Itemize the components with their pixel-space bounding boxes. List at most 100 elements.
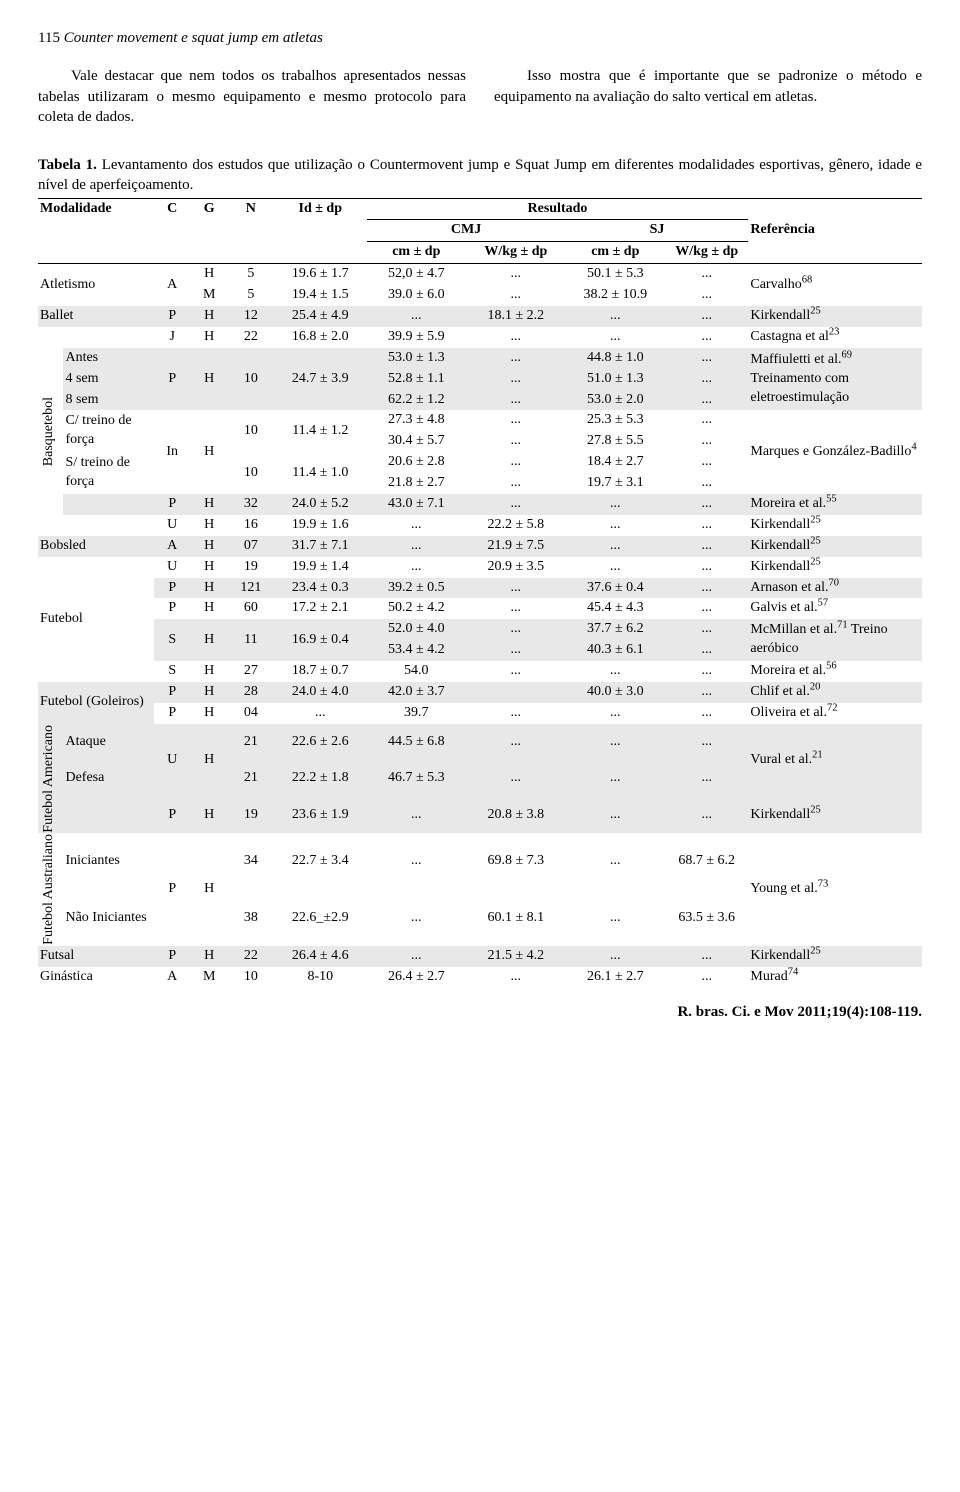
cell: 25.3 ± 5.3 [566,410,666,431]
cell: H [191,410,228,494]
cell: ... [566,494,666,515]
cell: S [154,619,191,661]
cell: 37.7 ± 6.2 [566,619,666,640]
ref-vural: Vural et al.21 [748,724,922,797]
cell: ... [466,619,566,640]
table-caption-text: Levantamento dos estudos que utilização … [38,157,922,193]
cell: U [154,724,191,797]
cell: 42.0 ± 3.7 [367,682,467,703]
cell: 121 [228,578,274,599]
cell: P [154,797,191,834]
cell: 26.4 ± 4.6 [274,946,367,967]
cell: A [154,536,191,557]
cell: 53.0 ± 2.0 [566,390,666,411]
ref-mcmillan: McMillan et al.71 Treino aeróbico [748,619,922,661]
cell: 39.0 ± 6.0 [367,285,467,306]
cell: 21 [228,724,274,761]
cell: 45.4 ± 4.3 [566,598,666,619]
cell: ... [466,452,566,473]
cell: 38 [228,890,274,946]
cell: ... [466,348,566,369]
table-caption: Tabela 1. Levantamento dos estudos que u… [38,155,922,196]
cell: 40.3 ± 6.1 [566,640,666,661]
cell: 60.1 ± 8.1 [466,890,566,946]
cell: 62.2 ± 1.2 [367,390,467,411]
cell: ... [466,703,566,724]
sport-fut-australiano: Futebol Australiano [38,833,63,946]
cell: ... [665,285,748,306]
cell: H [191,348,228,411]
sport-ballet: Ballet [38,306,154,327]
sport-goleiros: Futebol (Goleiros) [38,682,154,724]
cell: 19.9 ± 1.6 [274,515,367,536]
ref-arnason: Arnason et al.70 [748,578,922,599]
cell: 51.0 ± 1.3 [566,369,666,390]
cell: ... [665,661,748,682]
sub-antes: Antes [63,348,153,369]
cell: M [191,285,228,306]
cell: 5 [228,264,274,285]
cell: ... [665,760,748,797]
cell: 22 [228,327,274,348]
table-label: Tabela 1. [38,157,97,173]
cell: H [191,306,228,327]
cell: H [191,557,228,578]
cell: In [154,410,191,494]
th-n: N [228,198,274,220]
cell: M [191,967,228,988]
cell: 18.4 ± 2.7 [566,452,666,473]
cell: ... [466,369,566,390]
cell: P [154,833,191,946]
cell: P [154,703,191,724]
cell: H [191,797,228,834]
cell: ... [665,473,748,494]
cell: ... [367,557,467,578]
cell: 24.7 ± 3.9 [274,348,367,411]
cell: ... [566,833,666,889]
cell: ... [665,264,748,285]
cell: ... [665,619,748,640]
cell: H [191,661,228,682]
running-header: 115 Counter movement e squat jump em atl… [38,28,922,48]
cell: 22.2 ± 5.8 [466,515,566,536]
cell: ... [466,967,566,988]
cell: 18.1 ± 2.2 [466,306,566,327]
cell: 52.8 ± 1.1 [367,369,467,390]
cell: ... [665,578,748,599]
th-wkg: W/kg ± dp [466,242,566,264]
th-c: C [154,198,191,220]
th-modalidade: Modalidade [38,198,154,220]
cell: ... [367,833,467,889]
sub-ataque: Ataque [63,724,153,761]
cell: 22.6_±2.9 [274,890,367,946]
cell: 19.7 ± 3.1 [566,473,666,494]
cell: 22 [228,946,274,967]
sport-bobsled: Bobsled [38,536,154,557]
cell: ... [466,578,566,599]
cell: 21.8 ± 2.7 [367,473,467,494]
cell: ... [566,703,666,724]
cell: 30.4 ± 5.7 [367,431,467,452]
cell: ... [566,724,666,761]
cell: 39.7 [367,703,467,724]
ref-murad: Murad74 [748,967,922,988]
cell: ... [665,703,748,724]
paragraph-left: Vale destacar que nem todos os trabalhos… [38,66,466,127]
cell: P [154,348,191,411]
cell: 16.8 ± 2.0 [274,327,367,348]
cell: 22.7 ± 3.4 [274,833,367,889]
cell: ... [665,640,748,661]
cell: ... [665,327,748,348]
sub-streino: S/ treino de força [63,452,153,494]
cell: 40.0 ± 3.0 [566,682,666,703]
ref-carvalho: Carvalho68 [748,264,922,306]
cell: H [191,515,228,536]
cell: 12 [228,306,274,327]
cell: 27.8 ± 5.5 [566,431,666,452]
cell: 39.9 ± 5.9 [367,327,467,348]
cell: ... [466,760,566,797]
cell: 53.4 ± 4.2 [367,640,467,661]
cell: 28 [228,682,274,703]
th-cmj: CMJ [367,220,566,242]
sub-8sem: 8 sem [63,390,153,411]
